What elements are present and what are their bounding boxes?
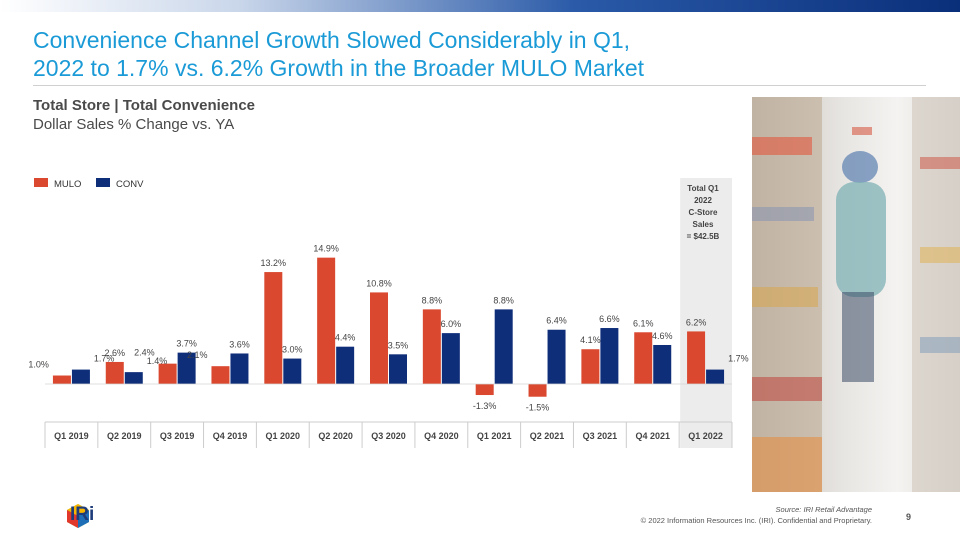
callout-line: C-Store (689, 208, 718, 217)
data-label: 1.7% (728, 354, 749, 364)
page-number: 9 (906, 512, 912, 522)
bar-conv-q1-2022 (706, 369, 725, 384)
data-label: 4.4% (335, 333, 356, 343)
callout-line: Total Q1 (687, 184, 719, 193)
data-label: 1.7% (94, 354, 115, 364)
data-label: 3.5% (388, 340, 409, 350)
x-tick-label: Q3 2019 (160, 431, 195, 441)
bar-mulo-q3-2021 (581, 349, 600, 384)
bar-mulo-q1-2021 (475, 384, 494, 396)
store-aisle-photo (752, 97, 960, 492)
data-label: 3.0% (282, 345, 303, 355)
data-label: 6.4% (546, 316, 567, 326)
bar-mulo-q4-2021 (634, 332, 653, 384)
legend-label-mulo: MULO (54, 179, 81, 190)
data-label: 8.8% (493, 295, 514, 305)
data-label: -1.5% (526, 403, 550, 413)
source-note: Source: IRI Retail Advantage (775, 505, 872, 514)
callout-total-q1-2022: Total Q1 2022 C-Store Sales = $42.5B (687, 184, 720, 241)
callout-line: 2022 (694, 196, 712, 205)
data-label: 2.6% (105, 348, 126, 358)
data-label: 14.9% (313, 244, 339, 254)
bar-conv-q1-2019 (71, 369, 90, 384)
title-line-2: 2022 to 1.7% vs. 6.2% Growth in the Broa… (33, 55, 645, 81)
title-line-1: Convenience Channel Growth Slowed Consid… (33, 27, 631, 53)
data-label: 2.4% (134, 348, 155, 358)
bar-mulo-q2-2020 (317, 257, 336, 384)
data-label: 4.6% (652, 331, 673, 341)
data-label: 13.2% (261, 258, 287, 268)
data-label: 3.7% (176, 339, 197, 349)
bar-mulo-q1-2020 (264, 272, 283, 384)
x-tick-label: Q3 2021 (583, 431, 618, 441)
data-label: -1.3% (473, 401, 497, 411)
x-tick-label: Q3 2020 (371, 431, 406, 441)
bar-conv-q3-2019 (177, 352, 196, 384)
bar-mulo-q1-2022 (687, 331, 706, 384)
title-divider (33, 85, 926, 86)
callout-line: Sales (693, 220, 714, 229)
bar-conv-q2-2021 (547, 329, 566, 384)
data-label: 6.2% (686, 317, 707, 327)
bar-mulo-q4-2019 (211, 366, 230, 384)
bar-conv-q1-2020 (283, 358, 302, 384)
bar-conv-q3-2021 (600, 328, 619, 384)
legend: MULO CONV (34, 178, 144, 190)
bar-conv-q4-2020 (441, 333, 460, 384)
x-tick-label: Q2 2019 (107, 431, 142, 441)
highlight-column-background (680, 178, 732, 448)
x-tick-label: Q2 2021 (530, 431, 565, 441)
data-label: 6.1% (633, 318, 654, 328)
x-tick-label: Q1 2021 (477, 431, 512, 441)
copyright-note: © 2022 Information Resources Inc. (IRI).… (640, 516, 872, 525)
x-tick-label: Q1 2020 (266, 431, 301, 441)
x-tick-label: Q4 2019 (213, 431, 248, 441)
bar-mulo-q1-2019 (52, 375, 71, 384)
x-tick-label: Q2 2020 (318, 431, 353, 441)
iri-logo-text: IRi (70, 504, 95, 525)
bar-chart: MULO CONV Total Q1 2022 C-Store Sales = … (28, 178, 749, 448)
data-label: 8.8% (422, 295, 443, 305)
bar-conv-q3-2020 (389, 354, 407, 384)
data-label: 6.6% (599, 314, 620, 324)
x-tick-label: Q1 2019 (54, 431, 89, 441)
chart-subtitle-bold: Total Store | Total Convenience (33, 97, 256, 114)
x-axis: Q1 2019 Q2 2019 Q3 2019 Q4 2019 Q1 2020 Q2 20… (44, 383, 733, 448)
data-labels-group: 1.0%1.7%2.6%1.4%2.4%3.7%2.1%3.6%13.2%3.0… (28, 244, 748, 413)
x-tick-label: Q4 2020 (424, 431, 459, 441)
bar-conv-q4-2021 (653, 344, 672, 384)
bars-group (52, 257, 725, 397)
x-tick-label: Q4 2021 (635, 431, 670, 441)
legend-swatch-mulo (34, 178, 48, 187)
chart-subtitle: Dollar Sales % Change vs. YA (33, 116, 235, 133)
bar-mulo-q3-2019 (158, 363, 177, 384)
bar-conv-q2-2020 (336, 346, 355, 384)
bar-conv-q2-2019 (124, 372, 143, 384)
callout-line: = $42.5B (687, 232, 720, 241)
bar-conv-q1-2021 (494, 309, 513, 384)
data-label: 1.4% (147, 356, 168, 366)
legend-swatch-conv (96, 178, 110, 187)
iri-logo-icon (67, 504, 89, 528)
bar-mulo-q4-2020 (422, 309, 441, 384)
data-label: 6.0% (441, 319, 462, 329)
top-gradient-bar (0, 0, 960, 12)
bar-conv-q4-2019 (230, 353, 249, 384)
x-tick-label: Q1 2022 (688, 431, 723, 441)
bar-mulo-q3-2020 (370, 292, 388, 384)
bar-mulo-q2-2021 (528, 384, 547, 397)
data-label: 10.8% (366, 278, 392, 288)
page-title: Convenience Channel Growth Slowed Consid… (33, 26, 733, 82)
legend-label-conv: CONV (116, 179, 144, 190)
bar-mulo-q2-2019 (105, 361, 124, 384)
data-label: 2.1% (187, 350, 208, 360)
data-label: 1.0% (28, 360, 49, 370)
data-label: 3.6% (229, 339, 250, 349)
data-label: 4.1% (580, 335, 601, 345)
